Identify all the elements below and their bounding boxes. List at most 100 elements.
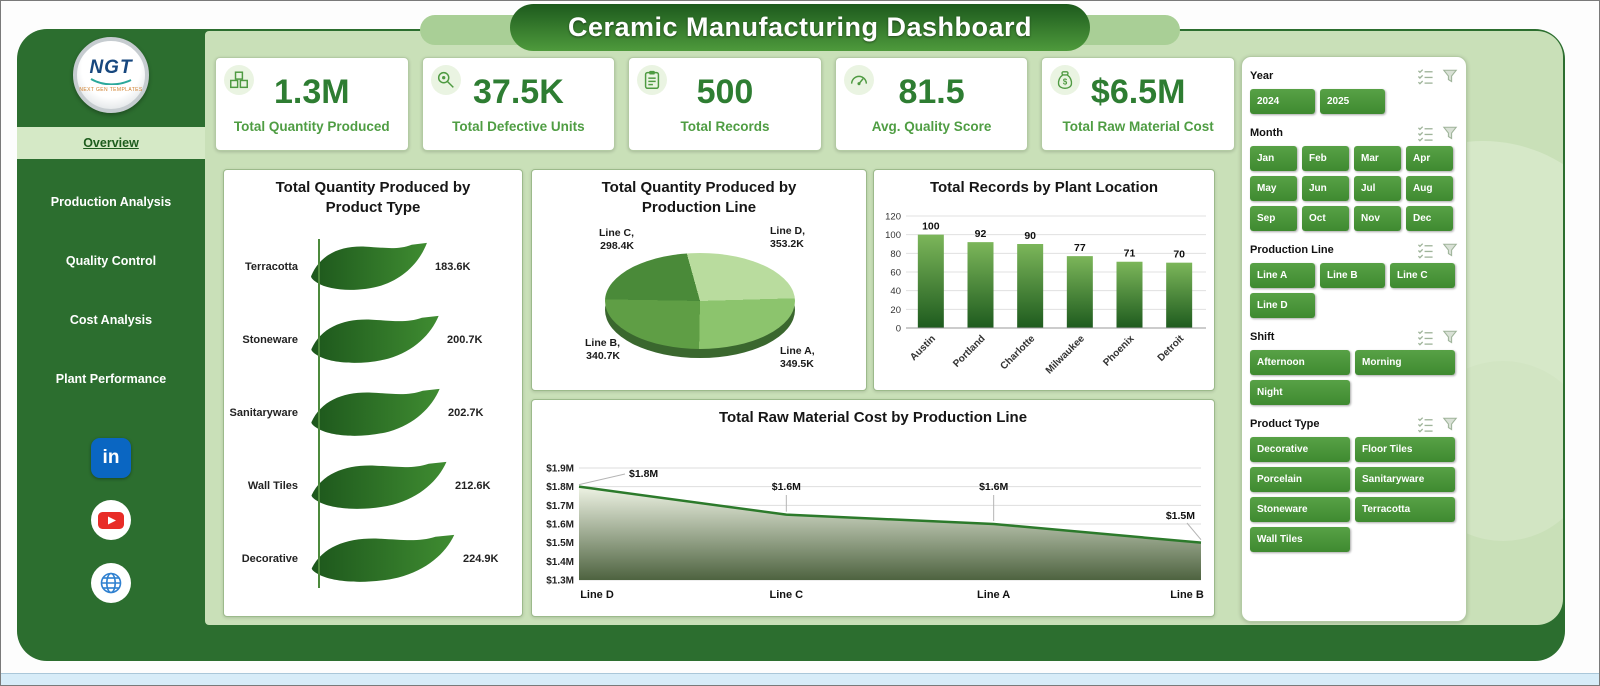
ribbon-leaf[interactable] [308,533,458,585]
area-fill[interactable] [579,486,1201,581]
sidebar-item-overview[interactable]: Overview [17,127,205,159]
svg-text:$1.9M: $1.9M [546,464,574,475]
value-label: 224.9K [463,553,499,565]
svg-text:Line D: Line D [580,589,614,601]
filter-option-shift-morning[interactable]: Morning [1355,350,1455,375]
chart-quantity-by-product-type[interactable]: Total Quantity Produced by Product Type … [223,169,523,617]
sidebar-item-production-analysis[interactable]: Production Analysis [50,195,172,209]
raw-material-cost-area-chart[interactable]: $1.9M $1.8M $1.7M $1.6M $1.5M $1.4M $1.3M $1.8M… [537,430,1209,610]
ribbon-row-terracotta[interactable]: Terracotta 183.6K [224,231,522,304]
svg-text:90: 90 [1024,230,1036,242]
sidebar-nav: Overview Production Analysis Quality Contr… [17,127,205,422]
filter-option-month-nov[interactable]: Nov [1354,206,1401,231]
ribbon-leaf[interactable] [308,460,450,512]
filter-option-product-type-decorative[interactable]: Decorative [1250,437,1350,462]
plant-location-bar-chart[interactable]: 0 20 40 60 80 100 120 100 Austin 92 Portland 90 Char… [876,200,1212,386]
chart-records-by-plant-location[interactable]: Total Records by Plant Location 0 20 40 60 8… [873,169,1215,391]
pie-slices[interactable] [605,252,795,349]
sidebar-item-plant-performance[interactable]: Plant Performance [55,372,167,386]
filter-option-month-aug[interactable]: Aug [1406,176,1453,201]
filter-funnel-icon[interactable] [1442,329,1458,345]
filter-option-year-2024[interactable]: 2024 [1250,89,1315,114]
pie[interactable] [605,252,795,349]
kpi-card-avg-quality-score[interactable]: 81.5 Avg. Quality Score [834,57,1029,151]
filter-option-product-type-stoneware[interactable]: Stoneware [1250,497,1350,522]
filter-option-month-sep[interactable]: Sep [1250,206,1297,231]
bar-charlotte[interactable] [1017,244,1044,329]
filter-option-month-dec[interactable]: Dec [1406,206,1453,231]
filter-funnel-icon[interactable] [1442,416,1458,432]
ribbon-leaf[interactable] [308,241,430,293]
pie-label-name: Line D, [770,224,806,237]
filter-option-month-mar[interactable]: Mar [1354,146,1401,171]
filter-option-month-jul[interactable]: Jul [1354,176,1401,201]
ribbon-row-stoneware[interactable]: Stoneware 200.7K [224,304,522,377]
filter-options: 2024 2025 [1250,89,1458,114]
filter-option-production-line-line-d[interactable]: Line D [1250,293,1315,318]
bar-detroit[interactable] [1166,262,1193,329]
filter-option-month-jan[interactable]: Jan [1250,146,1297,171]
bar-phoenix[interactable] [1116,261,1143,329]
filter-options: Afternoon Morning Night [1250,350,1458,405]
kpi-card-total-records[interactable]: 500 Total Records [628,57,822,151]
checklist-icon[interactable] [1417,416,1434,433]
kpi-card-total-quantity-produced[interactable]: 1.3M Total Quantity Produced [215,57,409,151]
filter-option-product-type-floor-tiles[interactable]: Floor Tiles [1355,437,1455,462]
filter-funnel-icon[interactable] [1442,125,1458,141]
filter-label: Production Line [1250,244,1334,256]
filter-option-shift-night[interactable]: Night [1250,380,1350,405]
checklist-icon[interactable] [1417,125,1434,142]
filter-section-month: Month Jan Feb Mar Apr May Jun Jul Aug Sep Oct Nov De… [1250,123,1458,231]
filter-option-production-line-line-c[interactable]: Line C [1390,263,1455,288]
filter-option-product-type-terracotta[interactable]: Terracotta [1355,497,1455,522]
chart-quantity-by-production-line[interactable]: Total Quantity Produced by Production Li… [531,169,867,391]
filter-option-product-type-wall-tiles[interactable]: Wall Tiles [1250,527,1350,552]
svg-text:80: 80 [890,249,901,260]
filter-label: Product Type [1250,418,1320,430]
filter-option-production-line-line-a[interactable]: Line A [1250,263,1315,288]
checklist-icon[interactable] [1417,329,1434,346]
kpi-card-total-defective-units[interactable]: 37.5K Total Defective Units [421,57,616,151]
filter-option-product-type-sanitaryware[interactable]: Sanitaryware [1355,467,1455,492]
filter-funnel-icon[interactable] [1442,242,1458,258]
filter-option-production-line-line-b[interactable]: Line B [1320,263,1385,288]
ribbon-row-decorative[interactable]: Decorative 224.9K [224,523,522,596]
filter-option-product-type-porcelain[interactable]: Porcelain [1250,467,1350,492]
defective-icon [430,65,461,95]
svg-text:Austin: Austin [908,334,938,364]
filter-header: Product Type [1250,414,1458,434]
youtube-icon[interactable] [90,499,132,541]
chart-raw-material-cost[interactable]: Total Raw Material Cost by Production Li… [531,399,1215,617]
pie-label-line-b: Line B, 340.7K [544,337,620,364]
filter-option-month-apr[interactable]: Apr [1406,146,1453,171]
globe-icon[interactable] [90,562,132,604]
bar-austin[interactable] [917,234,944,329]
ribbon-row-sanitaryware[interactable]: Sanitaryware 202.7K [224,377,522,450]
filter-option-month-feb[interactable]: Feb [1302,146,1349,171]
area-line[interactable] [578,485,1202,545]
ribbon-leaf[interactable] [308,387,443,439]
page-title: Ceramic Manufacturing Dashboard [567,12,1033,42]
ribbon-leaf[interactable] [308,314,442,366]
ribbon-row-wall-tiles[interactable]: Wall Tiles 212.6K [224,450,522,523]
kpi-label: Total Raw Material Cost [1062,118,1214,134]
filter-funnel-icon[interactable] [1442,68,1458,84]
checklist-icon[interactable] [1417,242,1434,259]
filter-option-year-2025[interactable]: 2025 [1320,89,1385,114]
filter-option-month-may[interactable]: May [1250,176,1297,201]
filter-option-shift-afternoon[interactable]: Afternoon [1250,350,1350,375]
kpi-value: 1.3M [274,73,350,112]
kpi-card-total-raw-material-cost[interactable]: $ $6.5M Total Raw Material Cost [1041,57,1235,151]
svg-text:100: 100 [885,230,901,241]
svg-text:Line B: Line B [1170,589,1204,601]
sidebar-item-quality-control[interactable]: Quality Control [65,254,157,268]
linkedin-icon[interactable]: in [91,438,131,478]
filter-section-shift: Shift Afternoon Morning Night [1250,327,1458,405]
bar-portland[interactable] [967,242,994,329]
kpi-value: 81.5 [898,73,965,112]
filter-option-month-jun[interactable]: Jun [1302,176,1349,201]
bar-milwaukee[interactable] [1066,256,1093,329]
checklist-icon[interactable] [1417,68,1434,85]
filter-option-month-oct[interactable]: Oct [1302,206,1349,231]
sidebar-item-cost-analysis[interactable]: Cost Analysis [69,313,153,327]
